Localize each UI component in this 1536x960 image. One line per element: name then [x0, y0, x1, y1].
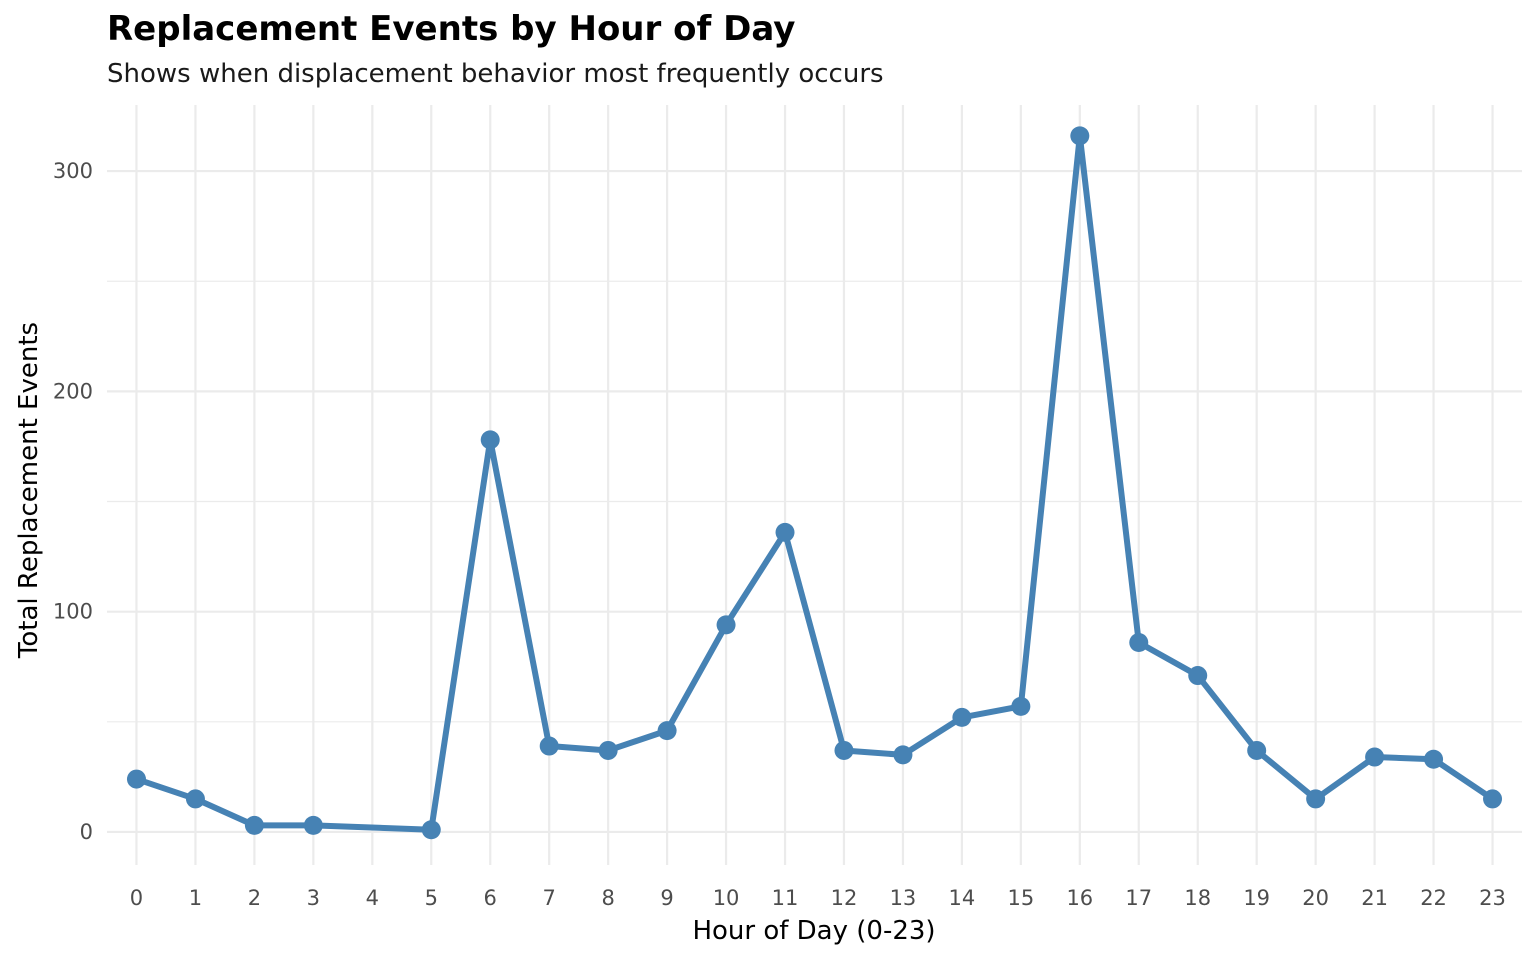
x-tick-label: 9 — [660, 886, 673, 910]
x-tick-label: 17 — [1125, 886, 1152, 910]
data-point — [185, 789, 205, 809]
x-tick-label: 4 — [366, 886, 379, 910]
data-point — [893, 745, 913, 765]
x-tick-label: 6 — [484, 886, 497, 910]
data-point — [244, 815, 264, 835]
data-point — [657, 721, 677, 741]
chart-subtitle: Shows when displacement behavior most fr… — [107, 59, 884, 89]
series-line-group — [133, 132, 1496, 833]
x-tick-label: 8 — [601, 886, 614, 910]
data-point — [1011, 696, 1031, 716]
data-point — [303, 815, 323, 835]
y-axis-tick-labels: 0 100 200 300 — [53, 159, 93, 844]
x-tick-label: 23 — [1479, 886, 1506, 910]
data-point — [1247, 740, 1267, 760]
data-point — [421, 820, 441, 840]
data-points — [126, 126, 1503, 840]
data-point — [1188, 666, 1208, 686]
x-tick-label: 0 — [130, 886, 143, 910]
x-tick-label: 16 — [1066, 886, 1093, 910]
x-tick-label: 13 — [890, 886, 917, 910]
data-point — [775, 522, 795, 542]
series-line — [133, 132, 1496, 833]
x-tick-label: 1 — [189, 886, 202, 910]
x-tick-label: 20 — [1302, 886, 1329, 910]
x-tick-label: 12 — [831, 886, 858, 910]
x-tick-label: 7 — [543, 886, 556, 910]
chart-title: Replacement Events by Hour of Day — [107, 9, 796, 49]
x-tick-label: 22 — [1420, 886, 1447, 910]
x-tick-label: 5 — [425, 886, 438, 910]
x-tick-label: 10 — [713, 886, 740, 910]
x-axis-tick-labels: 0 1 2 3 4 5 6 7 8 9 10 11 12 13 14 15 16 17 18 19 20 21 22 23 — [130, 886, 1506, 910]
y-axis-title: Total Replacement Events — [14, 322, 44, 659]
data-point — [716, 615, 736, 635]
y-tick-label: 0 — [80, 820, 93, 844]
x-tick-label: 15 — [1007, 886, 1034, 910]
minor-gridlines — [107, 280, 1522, 723]
data-point — [952, 707, 972, 727]
data-point — [1070, 126, 1090, 146]
data-point — [1306, 789, 1326, 809]
x-tick-label: 14 — [949, 886, 976, 910]
data-point — [1424, 749, 1444, 769]
x-tick-label: 2 — [248, 886, 261, 910]
data-point — [834, 740, 854, 760]
data-point — [480, 430, 500, 450]
x-axis-title: Hour of Day (0-23) — [692, 916, 935, 946]
x-tick-label: 18 — [1184, 886, 1211, 910]
data-point — [1365, 747, 1385, 767]
data-point — [1483, 789, 1503, 809]
x-tick-label: 3 — [307, 886, 320, 910]
data-point — [598, 740, 618, 760]
data-point — [1129, 633, 1149, 653]
data-point — [539, 736, 559, 756]
y-tick-label: 200 — [53, 379, 93, 403]
x-tick-label: 11 — [772, 886, 799, 910]
y-tick-label: 100 — [53, 600, 93, 624]
x-tick-label: 21 — [1361, 886, 1388, 910]
data-point — [126, 769, 146, 789]
x-tick-label: 19 — [1243, 886, 1270, 910]
major-gridlines — [107, 105, 1522, 865]
y-tick-label: 300 — [53, 159, 93, 183]
